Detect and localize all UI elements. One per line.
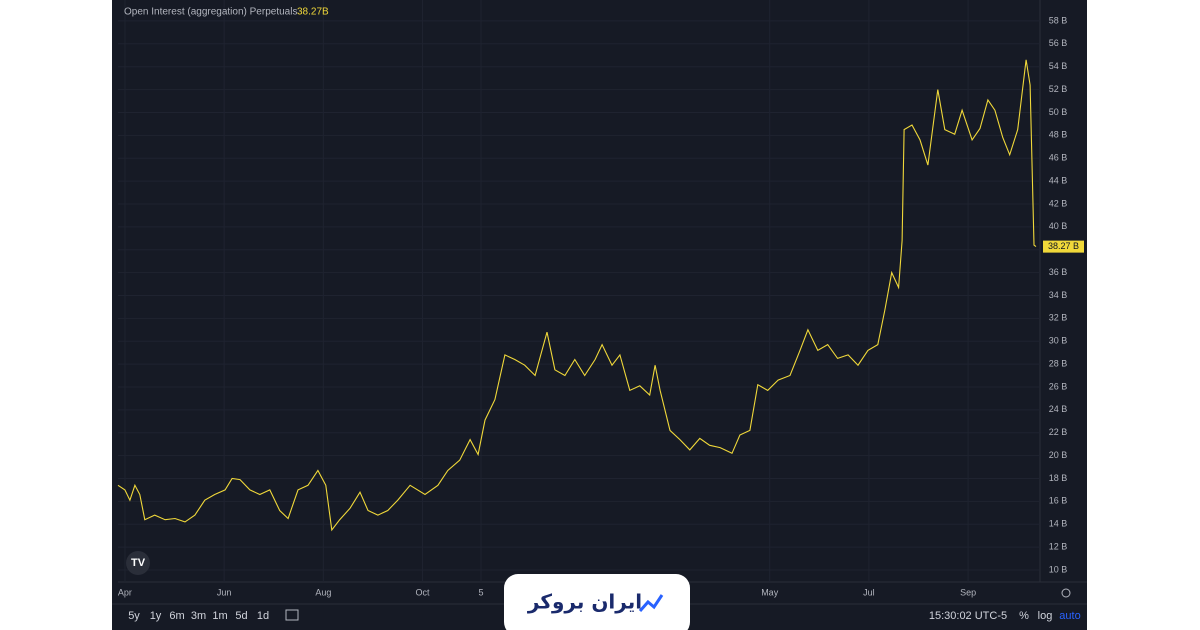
y-tick-label: 24 B — [1049, 404, 1068, 414]
range-button[interactable]: 1y — [150, 610, 162, 622]
range-button[interactable]: 1m — [212, 610, 227, 622]
grid — [118, 0, 1040, 582]
y-tick-label: 12 B — [1049, 541, 1068, 551]
last-value-label: 38.27 B — [1048, 241, 1079, 251]
watermark-icon — [638, 594, 664, 612]
x-tick-label: May — [761, 587, 779, 597]
y-tick-label: 32 B — [1049, 313, 1068, 323]
y-tick-label: 26 B — [1049, 381, 1068, 391]
tv-logo-mark: TV — [131, 557, 146, 569]
y-tick-label: 34 B — [1049, 290, 1068, 300]
y-tick-label: 50 B — [1049, 107, 1068, 117]
chart-title: Open Interest (aggregation) Perpetuals — [124, 7, 297, 18]
y-tick-label: 36 B — [1049, 267, 1068, 277]
tv-logo — [126, 551, 150, 575]
auto-toggle[interactable]: auto — [1059, 610, 1080, 622]
y-tick-label: 52 B — [1049, 84, 1068, 94]
y-tick-label: 28 B — [1049, 358, 1068, 368]
percent-toggle[interactable]: % — [1019, 610, 1029, 622]
last-value-box — [1043, 240, 1084, 253]
log-toggle[interactable]: log — [1038, 610, 1053, 622]
date-range-icon[interactable] — [285, 609, 299, 621]
plot: 38.27 B — [117, 59, 1084, 532]
data-line — [117, 59, 1037, 532]
chart-panel — [112, 0, 1087, 630]
y-tick-label: 16 B — [1049, 496, 1068, 506]
legend-value: 38.27B — [297, 7, 329, 18]
x-tick-label: Jul — [863, 587, 875, 597]
settings-icon[interactable] — [1061, 588, 1071, 598]
y-tick-label: 18 B — [1049, 473, 1068, 483]
range-button[interactable]: 5y — [128, 610, 140, 622]
y-tick-label: 22 B — [1049, 427, 1068, 437]
range-button[interactable]: 6m — [169, 610, 184, 622]
clock: 15:30:02 UTC-5 — [929, 610, 1007, 622]
x-tick-label: Sep — [960, 587, 976, 597]
watermark: ایران بروکر — [527, 590, 642, 614]
y-tick-label: 30 B — [1049, 336, 1068, 346]
y-tick-label: 40 B — [1049, 221, 1068, 231]
y-tick-label: 58 B — [1049, 15, 1068, 25]
x-tick-label: Oct — [416, 587, 431, 597]
range-button[interactable]: 3m — [191, 610, 206, 622]
toolbar: 5y 1y 6m 3m 1m 5d 1d — [128, 610, 269, 622]
y-tick-label: 10 B — [1049, 564, 1068, 574]
x-tick-label: Aug — [315, 587, 331, 597]
range-button[interactable]: 5d — [235, 610, 247, 622]
y-tick-label: 44 B — [1049, 175, 1068, 185]
y-tick-label: 14 B — [1049, 519, 1068, 529]
y-tick-label: 54 B — [1049, 61, 1068, 71]
y-tick-label: 46 B — [1049, 153, 1068, 163]
range-button[interactable]: 1d — [257, 610, 269, 622]
x-tick-label: Apr — [118, 587, 132, 597]
x-tick-label: Jun — [217, 587, 232, 597]
y-tick-label: 56 B — [1049, 38, 1068, 48]
y-tick-label: 42 B — [1049, 198, 1068, 208]
x-tick-label: 5 — [479, 587, 484, 597]
y-tick-label: 48 B — [1049, 130, 1068, 140]
y-tick-label: 20 B — [1049, 450, 1068, 460]
watermark-box — [504, 574, 690, 630]
